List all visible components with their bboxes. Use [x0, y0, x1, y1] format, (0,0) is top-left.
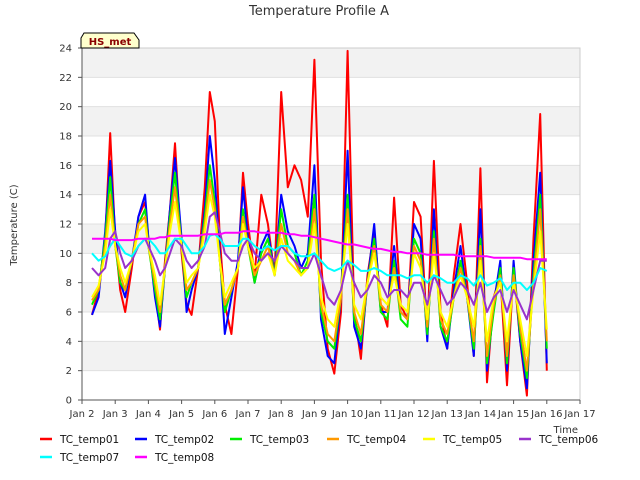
y-tick-label: 4 — [66, 337, 72, 348]
legend-item-TC_temp04: TC_temp04 — [327, 434, 407, 446]
y-tick-label: 20 — [59, 102, 72, 113]
x-tick-label: Jan 15 — [497, 409, 529, 420]
legend-item-TC_temp07: TC_temp07 — [40, 452, 119, 464]
legend-item-TC_temp08: TC_temp08 — [135, 452, 214, 464]
x-tick-label: Jan 6 — [201, 409, 227, 420]
series-line-TC_temp06 — [91, 211, 547, 321]
x-tick-label: Jan 14 — [464, 409, 496, 420]
y-tick-label: 2 — [66, 366, 72, 377]
chart-title: Temperature Profile A — [248, 4, 389, 19]
legend-label: TC_temp02 — [154, 434, 214, 446]
x-tick-label: Jan 2 — [69, 409, 95, 420]
legend-label: TC_temp04 — [346, 434, 407, 446]
legend-item-TC_temp02: TC_temp02 — [135, 434, 214, 446]
legend-item-TC_temp05: TC_temp05 — [423, 434, 502, 446]
station-badge-label: HS_met — [89, 37, 132, 48]
grid-bands — [82, 47, 580, 401]
series-lines — [91, 49, 548, 397]
legend-label: TC_temp07 — [59, 452, 119, 464]
grid-band — [82, 106, 580, 136]
x-tick-label: Jan 16 — [530, 409, 562, 420]
x-tick-label: Jan 9 — [301, 409, 327, 420]
y-tick-label: 0 — [66, 396, 72, 407]
y-tick-label: 24 — [59, 44, 72, 55]
legend-label: TC_temp05 — [442, 434, 502, 446]
y-tick-label: 22 — [59, 73, 72, 84]
series-line-TC_temp08 — [92, 230, 547, 261]
legend-label: TC_temp03 — [249, 434, 309, 446]
x-tick-label: Jan 8 — [268, 409, 294, 420]
x-tick-label: Jan 7 — [235, 409, 261, 420]
series-line-TC_temp07 — [91, 233, 548, 291]
y-tick-label: 16 — [59, 161, 72, 172]
station-badge: HS_met — [80, 32, 140, 49]
legend-label: TC_temp01 — [59, 434, 119, 446]
x-tick-label: Jan 12 — [397, 409, 429, 420]
legend-item-TC_temp06: TC_temp06 — [519, 434, 599, 446]
y-tick-label: 8 — [66, 278, 72, 289]
y-axis-label: Temperature (C) — [9, 184, 20, 266]
legend-label: TC_temp08 — [154, 452, 214, 464]
y-tick-label: 14 — [59, 190, 72, 201]
x-tick-label: Jan 5 — [168, 409, 194, 420]
grid-band — [82, 165, 580, 195]
legend-item-TC_temp01: TC_temp01 — [40, 434, 119, 446]
x-tick-label: Jan 11 — [364, 409, 396, 420]
legend: TC_temp01 TC_temp02 TC_temp03 TC_temp04 TC_t… — [40, 434, 599, 464]
x-tick-label: Jan 3 — [102, 409, 128, 420]
x-tick-label: Jan 13 — [431, 409, 463, 420]
x-tick-label: Jan 17 — [563, 409, 595, 420]
legend-label: TC_temp06 — [538, 434, 599, 446]
x-tick-label: Jan 10 — [331, 409, 363, 420]
series-line-TC_temp05 — [91, 193, 548, 357]
x-axis-label: Time — [553, 425, 578, 436]
grid-band — [82, 224, 580, 254]
y-tick-label: 18 — [59, 132, 72, 143]
x-tick-label: Jan 4 — [135, 409, 161, 420]
legend-item-TC_temp03: TC_temp03 — [230, 434, 309, 446]
grid-band — [82, 48, 580, 78]
y-tick-label: 6 — [66, 308, 72, 319]
y-tick-label: 12 — [59, 220, 72, 231]
y-tick-label: 10 — [59, 249, 72, 260]
